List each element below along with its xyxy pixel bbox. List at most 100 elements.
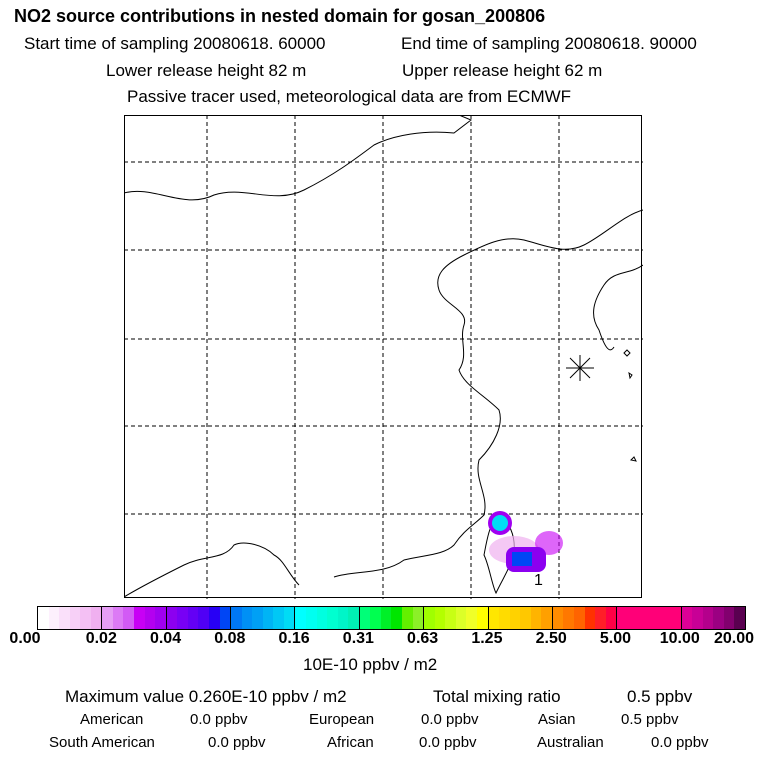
- region-name: European: [309, 711, 375, 728]
- colorbar-cell: [208, 607, 220, 629]
- colorbar-cell: [359, 607, 371, 629]
- colorbar-cell: [337, 607, 349, 629]
- colorbar-cell: [262, 607, 274, 629]
- colorbar-cell: [112, 607, 124, 629]
- colorbar-cell: [638, 607, 649, 629]
- colorbar-cell: [466, 607, 477, 629]
- coastlines: [124, 115, 643, 598]
- colorbar-tick-label: 20.00: [713, 630, 755, 647]
- colorbar-cell: [348, 607, 359, 629]
- colorbar-tick-label: 0.04: [149, 630, 182, 647]
- region-name: African: [327, 734, 374, 751]
- colorbar-cell: [424, 607, 435, 629]
- colorbar-cell: [445, 607, 456, 629]
- colorbar-cell: [316, 607, 328, 629]
- plume-label: 1: [534, 572, 543, 589]
- colorbar-segment: [38, 607, 103, 629]
- colorbar-cell: [166, 607, 178, 629]
- colorbar-tick-label: 0.16: [278, 630, 310, 647]
- colorbar-segment: [166, 607, 232, 629]
- colorbar-cell: [144, 607, 156, 629]
- colorbar-cell: [552, 607, 564, 629]
- colorbar-cell: [530, 607, 542, 629]
- colorbar-cell: [402, 607, 413, 629]
- colorbar-cell: [574, 607, 585, 629]
- colorbar-segment: [231, 607, 296, 629]
- colorbar-cell: [434, 607, 446, 629]
- colorbar-segment: [102, 607, 167, 629]
- colorbar-cell: [59, 607, 70, 629]
- colorbar-cell: [123, 607, 135, 629]
- colorbar-cell: [102, 607, 113, 629]
- colorbar-cell: [48, 607, 60, 629]
- colorbar-tick-label: 5.00: [599, 630, 632, 647]
- colorbar-cell: [563, 607, 574, 629]
- colorbar-cell: [681, 607, 693, 629]
- colorbar-cell: [327, 607, 338, 629]
- colorbar-segment: [295, 607, 360, 629]
- max-value: Maximum value 0.260E-10 ppbv / m2: [65, 687, 347, 706]
- colorbar-cell: [370, 607, 381, 629]
- colorbar-cell: [659, 607, 671, 629]
- plot-title: NO2 source contributions in nested domai…: [14, 6, 546, 26]
- colorbar-tick-label: 0.00: [9, 630, 41, 647]
- colorbar-cell: [584, 607, 596, 629]
- colorbar-segment: [488, 607, 553, 629]
- colorbar-cell: [499, 607, 510, 629]
- colorbar-cell: [702, 607, 714, 629]
- region-value: 0.0 ppbv: [421, 711, 479, 728]
- colorbar-cell: [734, 607, 745, 629]
- map-panel: 1: [124, 115, 643, 599]
- colorbar-cell: [509, 607, 521, 629]
- colorbar-cell: [595, 607, 606, 629]
- colorbar-tick-label: 10.00: [659, 630, 700, 647]
- colorbar-tick-label: 0.02: [85, 630, 117, 647]
- colorbar-cell: [80, 607, 91, 629]
- plume: [488, 511, 563, 572]
- colorbar-cell: [295, 607, 306, 629]
- colorbar: [37, 606, 746, 630]
- upper-release-height: Upper release height 62 m: [402, 61, 603, 80]
- region-value: 0.0 ppbv: [190, 711, 248, 728]
- region-value: 0.0 ppbv: [208, 734, 266, 751]
- colorbar-tick-label: 0.31: [342, 630, 374, 647]
- colorbar-cell: [617, 607, 628, 629]
- colorbar-tick-label: 1.25: [471, 630, 503, 647]
- colorbar-segment: [617, 607, 682, 629]
- colorbar-tick-label: 2.50: [535, 630, 567, 647]
- colorbar-cell: [177, 607, 188, 629]
- colorbar-cell: [306, 607, 317, 629]
- colorbar-cell: [627, 607, 639, 629]
- grid-lines: [124, 115, 643, 599]
- colorbar-cell: [713, 607, 724, 629]
- colorbar-cell: [455, 607, 467, 629]
- colorbar-cell: [476, 607, 488, 629]
- region-value: 0.0 ppbv: [419, 734, 477, 751]
- region-name: Australian: [537, 734, 604, 751]
- colorbar-segment: [359, 607, 425, 629]
- colorbar-segment: [681, 607, 745, 629]
- colorbar-cell: [252, 607, 263, 629]
- colorbar-cell: [670, 607, 681, 629]
- colorbar-cell: [488, 607, 500, 629]
- region-name: American: [80, 711, 144, 728]
- colorbar-cell: [219, 607, 231, 629]
- colorbar-cell: [648, 607, 660, 629]
- colorbar-segment: [552, 607, 618, 629]
- colorbar-cell: [273, 607, 284, 629]
- colorbar-cell: [198, 607, 209, 629]
- colorbar-cell: [90, 607, 102, 629]
- colorbar-cell: [723, 607, 735, 629]
- colorbar-unit: 10E-10 ppbv / m2: [303, 655, 438, 674]
- colorbar-cell: [155, 607, 166, 629]
- colorbar-cell: [520, 607, 531, 629]
- colorbar-cell: [692, 607, 703, 629]
- region-value: 0.5 ppbv: [621, 711, 679, 728]
- colorbar-cell: [541, 607, 552, 629]
- lower-release-height: Lower release height 82 m: [106, 61, 307, 80]
- region-name: Asian: [538, 711, 576, 728]
- total-label: Total mixing ratio: [433, 687, 561, 706]
- colorbar-cell: [241, 607, 253, 629]
- region-value: 0.0 ppbv: [651, 734, 709, 751]
- colorbar-cell: [69, 607, 81, 629]
